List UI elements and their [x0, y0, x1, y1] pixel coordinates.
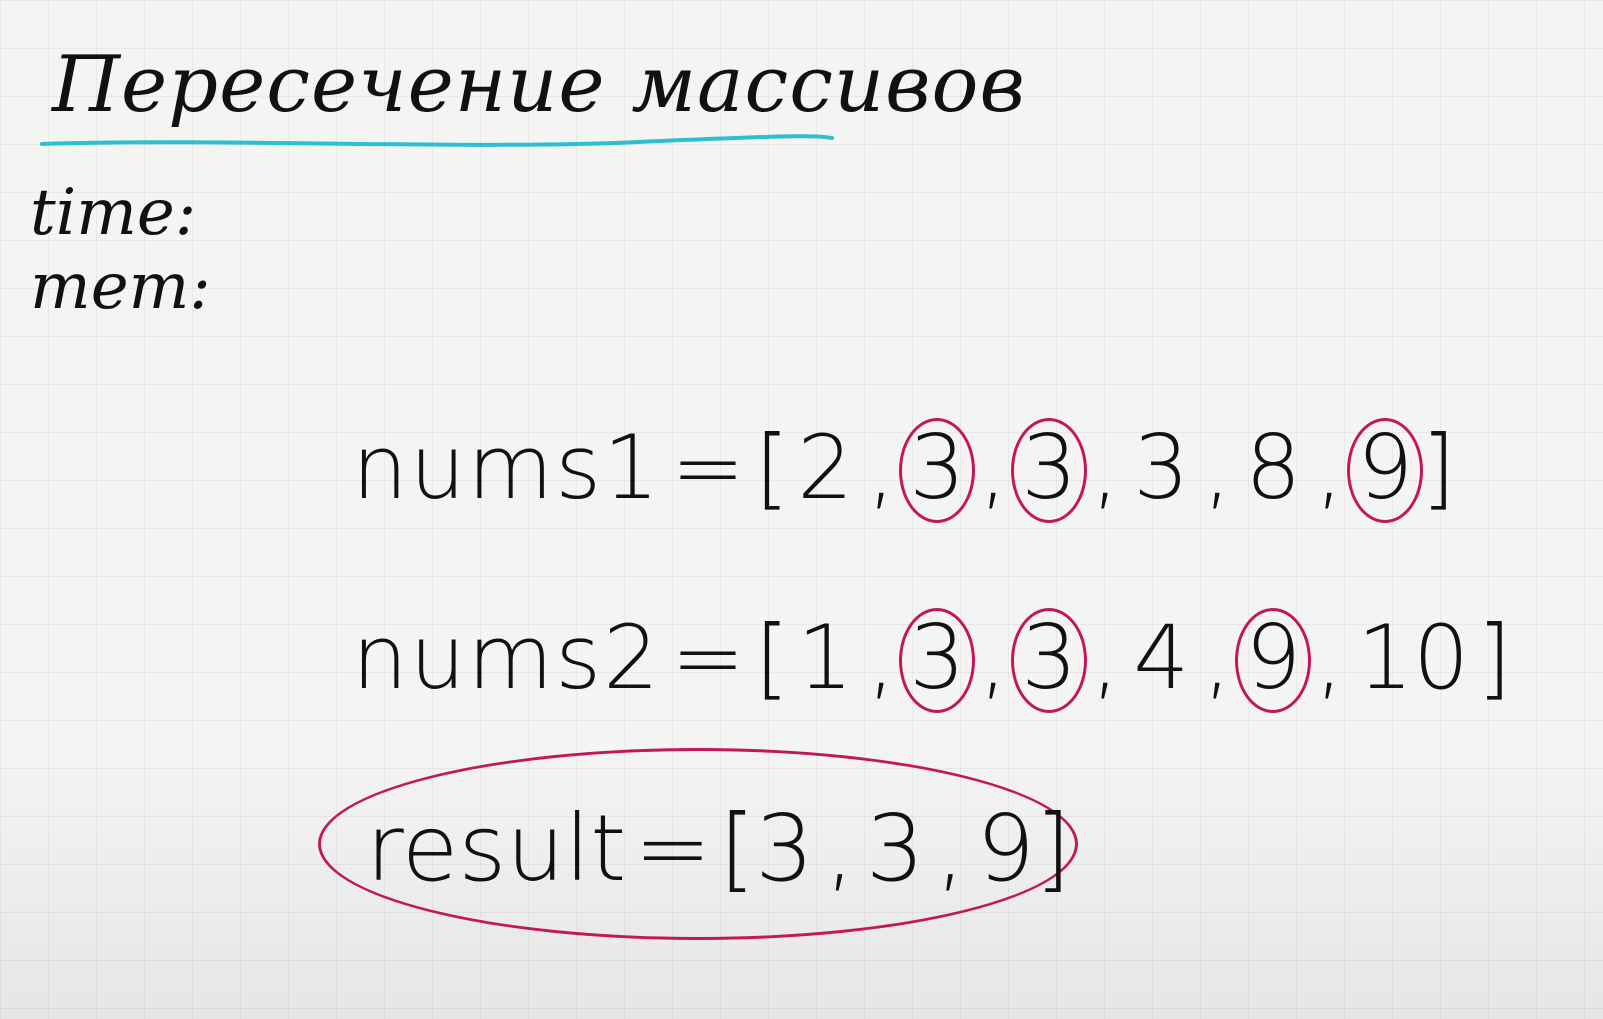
result-circle: [318, 748, 1078, 940]
nums1-comma: ,: [1091, 415, 1120, 519]
nums1-item-circled: 3: [1011, 416, 1088, 523]
nums1-equals: =: [671, 415, 745, 519]
result-open-bracket: [: [719, 794, 756, 902]
title-underline: [40, 134, 834, 147]
result-comma: ,: [825, 794, 855, 902]
page-title: Пересечение массивов: [52, 40, 1026, 130]
result-item: 3: [755, 794, 814, 902]
nums2-comma: ,: [1091, 605, 1120, 709]
mem-label: mem:: [30, 250, 211, 324]
nums2-comma: ,: [867, 605, 896, 709]
nums1-item: 8: [1245, 415, 1302, 519]
time-label: time:: [30, 176, 197, 250]
nums2-comma: ,: [1315, 605, 1344, 709]
result-item: 3: [865, 794, 925, 902]
nums2-items: 1, 3, 3, 4, 9, 10: [793, 605, 1473, 713]
result-name: result: [366, 794, 627, 902]
nums2-open-bracket: [: [754, 605, 790, 709]
result-equals: =: [634, 794, 712, 902]
nums2-item-circled: 9: [1235, 606, 1312, 713]
nums1-comma: ,: [1315, 415, 1344, 519]
nums1-name: nums1: [352, 415, 662, 519]
nums2-item-circled: 3: [899, 606, 976, 713]
nums2-item: 4: [1133, 605, 1190, 709]
nums2-array: nums2 = [ 1, 3, 3, 4, 9, 10 ]: [352, 602, 1516, 713]
nums2-comma: ,: [979, 605, 1008, 709]
nums1-item-circled: 9: [1347, 416, 1424, 523]
nums1-comma: ,: [979, 415, 1008, 519]
nums2-close-bracket: ]: [1477, 605, 1512, 709]
nums2-equals: =: [671, 605, 745, 709]
nums1-item: 3: [1133, 415, 1190, 519]
result-comma: ,: [935, 794, 965, 902]
result-close-bracket: ]: [1034, 794, 1071, 902]
nums1-item-circled: 3: [899, 416, 976, 523]
result-item: 9: [976, 794, 1035, 902]
nums1-comma: ,: [1203, 415, 1232, 519]
nums2-name: nums2: [352, 605, 662, 709]
nums2-item: 10: [1357, 605, 1470, 709]
nums1-array: nums1 = [ 2,3,3,3,8,9 ]: [352, 412, 1460, 523]
result-block: result = [ 3,3,9 ]: [318, 748, 1078, 940]
result-items: 3,3,9: [755, 795, 1035, 902]
nums1-items: 2,3,3,3,8,9: [793, 415, 1424, 523]
nums1-close-bracket: ]: [1421, 415, 1456, 519]
nums2-item: 1: [797, 605, 854, 709]
nums1-open-bracket: [: [754, 415, 790, 519]
result-array: result = [ 3,3,9 ]: [366, 788, 1071, 908]
nums1-comma: ,: [867, 415, 896, 519]
nums1-item: 2: [797, 415, 854, 519]
nums2-comma: ,: [1203, 605, 1232, 709]
nums2-item-circled: 3: [1011, 606, 1088, 713]
